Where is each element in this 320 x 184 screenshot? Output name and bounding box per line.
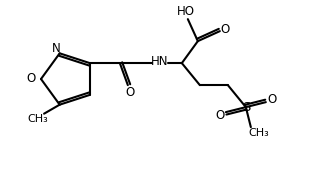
Text: HN: HN (151, 55, 169, 68)
Text: N: N (52, 42, 61, 55)
Text: CH₃: CH₃ (28, 114, 48, 124)
Text: O: O (125, 86, 134, 99)
Text: CH₃: CH₃ (248, 128, 269, 138)
Text: O: O (215, 109, 224, 122)
Text: O: O (220, 23, 229, 36)
Text: S: S (242, 101, 250, 114)
Text: O: O (267, 93, 276, 106)
Text: HO: HO (177, 5, 195, 18)
Text: O: O (27, 72, 36, 86)
